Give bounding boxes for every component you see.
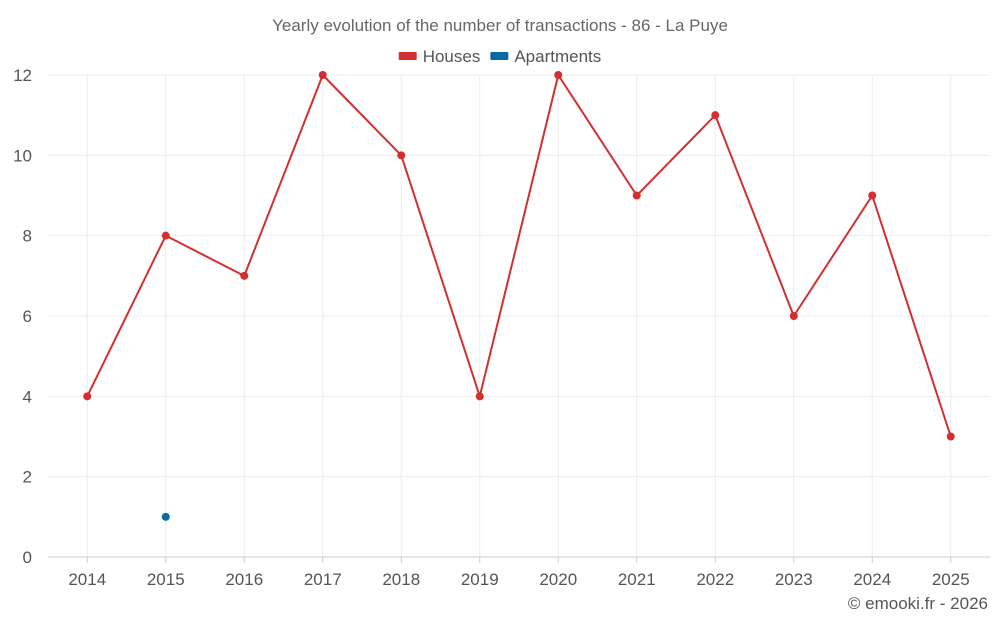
data-point-houses[interactable]: Houses 2022: 11	[711, 111, 720, 120]
legend-swatch	[398, 52, 417, 60]
x-tick-label: 2017	[304, 570, 342, 589]
y-tick-label: 8	[23, 227, 32, 246]
x-tick-label: 2020	[539, 570, 577, 589]
data-point-apartments[interactable]: Apartments 2015: 1	[161, 512, 170, 521]
x-tick-label: 2022	[696, 570, 734, 589]
series-line-houses	[86, 74, 952, 437]
data-point-houses[interactable]: Houses 2024: 9	[868, 191, 877, 200]
y-tick-label: 4	[23, 387, 32, 406]
y-tick-label: 2	[23, 468, 32, 487]
y-tick-label: 0	[23, 548, 32, 567]
x-tick-label: 2016	[225, 570, 263, 589]
data-point-houses[interactable]: Houses 2021: 9	[632, 191, 641, 200]
legend-label: Houses	[423, 47, 481, 66]
data-point-houses[interactable]: Houses 2014: 4	[83, 392, 92, 401]
y-tick-label: 12	[13, 66, 32, 85]
x-tick-label: 2024	[853, 570, 891, 589]
legend-swatch	[490, 52, 509, 60]
x-tick-label: 2015	[147, 570, 185, 589]
data-point-houses[interactable]: Houses 2025: 3	[946, 432, 955, 441]
legend-item-houses[interactable]: Houses	[398, 47, 481, 66]
data-point-houses[interactable]: Houses 2023: 6	[789, 312, 798, 320]
y-tick-label: 6	[23, 307, 32, 326]
legend-label: Apartments	[514, 47, 601, 66]
grid	[48, 74, 990, 557]
data-point-houses[interactable]: Houses 2017: 12	[318, 71, 327, 79]
data-point-houses[interactable]: Houses 2016: 7	[240, 271, 249, 280]
data-point-houses[interactable]: Houses 2015: 8	[161, 231, 170, 240]
legend: Houses Apartments	[398, 47, 601, 66]
x-tick-label: 2025	[932, 570, 970, 589]
series: Houses 2014: 4 Houses 2015: 8 Houses 2016:…	[83, 71, 955, 521]
x-tick-label: 2014	[68, 570, 106, 589]
x-tick-label: 2023	[775, 570, 813, 589]
data-point-houses[interactable]: Houses 2018: 10	[397, 151, 406, 160]
x-tick-label: 2018	[382, 570, 420, 589]
data-point-houses[interactable]: Houses 2019: 4	[475, 392, 484, 401]
chart-credit: © emooki.fr - 2026	[848, 594, 988, 613]
x-tick-label: 2021	[618, 570, 656, 589]
data-point-houses[interactable]: Houses 2020: 12	[554, 71, 563, 79]
x-tick-label: 2019	[461, 570, 499, 589]
chart-title: Yearly evolution of the number of transa…	[272, 16, 728, 35]
legend-item-apartments[interactable]: Apartments	[490, 47, 601, 66]
axes: 0 2 4 6 8 10 12 2014 2015 2016 2017 2018 2019 2020 202…	[13, 66, 990, 589]
y-tick-label: 10	[13, 146, 32, 165]
